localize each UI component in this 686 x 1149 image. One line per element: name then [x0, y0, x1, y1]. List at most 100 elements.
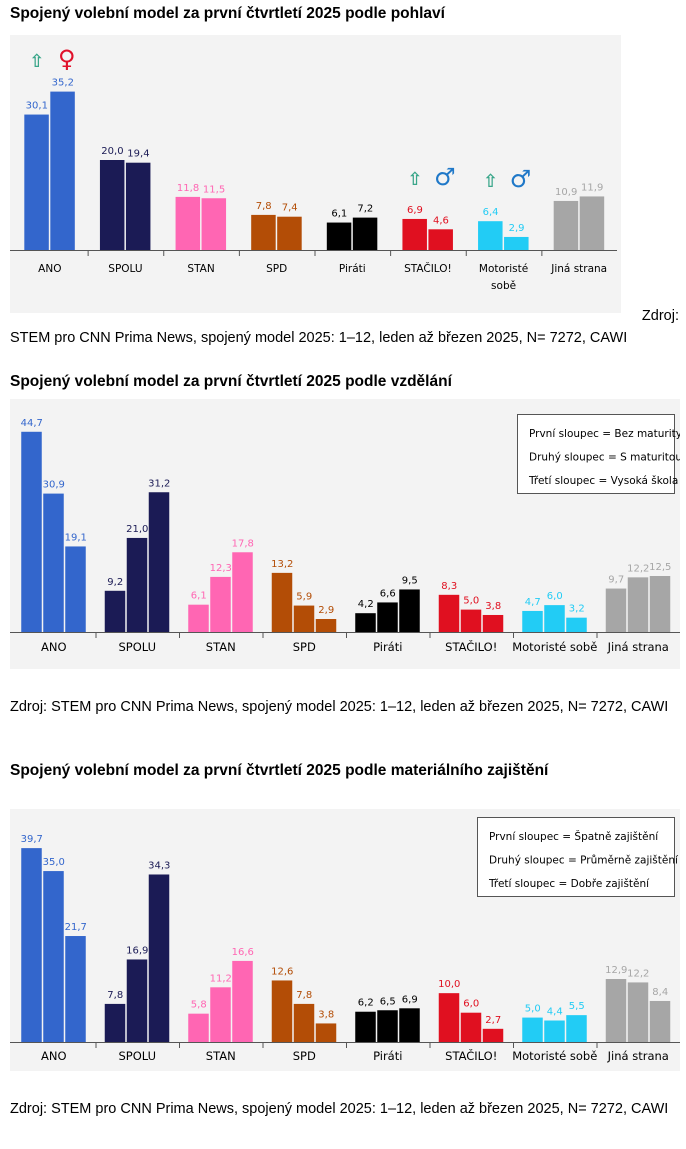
bar-motoriste-sobe-3 — [566, 1015, 587, 1042]
bar-jina-strana-1 — [605, 588, 627, 632]
bar-stacilo-2 — [460, 1012, 482, 1042]
bar-ano-2 — [43, 871, 64, 1042]
bar-stacilo-1 — [438, 594, 460, 632]
chart1-title: Spojený volební model za první čtvrtletí… — [10, 5, 445, 22]
chart2-source: Zdroj: STEM pro CNN Prima News, spojený … — [10, 699, 669, 715]
bar-motoriste-sobe-2 — [544, 1020, 565, 1042]
data-label-stan-2: 11,2 — [210, 973, 232, 984]
bar-stan-1 — [175, 196, 201, 250]
bar-ano-2 — [50, 91, 75, 250]
bar-spolu-3 — [148, 874, 170, 1042]
bar-motoriste-sobe-1 — [478, 221, 503, 250]
data-label-pirati-2: 7,2 — [357, 204, 373, 215]
data-label-motoriste-sobe-2: 2,9 — [509, 223, 525, 234]
data-label-pirati-1: 6,2 — [358, 998, 374, 1009]
bar-pirati-2 — [377, 1010, 398, 1042]
category-label-spolu: SPOLU — [118, 1049, 156, 1063]
data-label-pirati-1: 4,2 — [358, 599, 374, 610]
category-label-ano: ANO — [41, 640, 67, 654]
data-label-jina-strana-3: 8,4 — [652, 987, 668, 998]
up-arrow-icon: ⇧ — [407, 169, 422, 190]
bar-motoriste-sobe-1 — [522, 610, 543, 632]
data-label-spd-1: 13,2 — [271, 559, 293, 570]
legend-box — [477, 817, 675, 897]
data-label-stacilo-1: 8,3 — [441, 581, 457, 592]
data-label-ano-3: 19,1 — [65, 532, 87, 543]
category-label-motoriste-sobe: sobě — [491, 280, 516, 292]
bar-pirati-1 — [355, 1011, 376, 1042]
data-label-ano-1: 30,1 — [26, 101, 48, 112]
chart2-svg: 44,7 30,9 19,1 ANO 9,2 21,0 31,2 SPOLU 6,1 12,3 17… — [10, 414, 680, 654]
data-label-stan-2: 12,3 — [210, 563, 232, 574]
category-label-pirati: Piráti — [373, 640, 402, 654]
category-label-ano: ANO — [38, 263, 61, 275]
legend-item-2: Druhý sloupec = S maturitou — [529, 452, 680, 464]
category-label-spolu: SPOLU — [108, 263, 142, 275]
category-label-stan: STAN — [187, 263, 214, 275]
data-label-motoriste-sobe-2: 4,4 — [547, 1007, 563, 1018]
bar-jina-strana-2 — [627, 577, 649, 632]
data-label-motoriste-sobe-1: 4,7 — [525, 597, 541, 608]
data-label-stacilo-1: 10,0 — [438, 979, 460, 990]
bar-pirati-2 — [352, 217, 378, 250]
bar-spd-1 — [271, 572, 293, 632]
chart1-source-prefix: Zdroj: — [641, 308, 679, 324]
chart1-source: STEM pro CNN Prima News, spojený model 2… — [10, 330, 628, 346]
category-label-spd: SPD — [266, 263, 287, 275]
data-label-spd-3: 2,9 — [318, 605, 334, 616]
bar-motoriste-sobe-2 — [544, 605, 565, 632]
data-label-stan-1: 5,8 — [191, 1000, 207, 1011]
data-label-jina-strana-2: 12,2 — [627, 563, 649, 574]
category-label-stan: STAN — [206, 640, 236, 654]
bar-stan-3 — [232, 552, 253, 632]
bar-spd-2 — [293, 605, 315, 632]
male-icon: ♂ — [434, 163, 456, 191]
bar-jina-strana-2 — [579, 196, 605, 250]
data-label-stan-3: 16,6 — [232, 947, 254, 958]
bar-spd-1 — [271, 980, 293, 1042]
bar-ano-3 — [65, 936, 86, 1042]
data-label-spd-3: 3,8 — [318, 1009, 334, 1020]
bar-spd-1 — [251, 214, 276, 250]
data-label-stan-1: 6,1 — [191, 591, 207, 602]
data-label-pirati-2: 6,5 — [380, 996, 396, 1007]
legend-item-3: Třetí sloupec = Vysoká škola — [528, 475, 678, 487]
data-label-motoriste-sobe-3: 3,2 — [569, 604, 585, 615]
data-label-ano-2: 35,0 — [43, 857, 65, 868]
category-label-spolu: SPOLU — [118, 640, 156, 654]
bar-jina-strana-1 — [605, 979, 627, 1042]
category-label-pirati: Piráti — [339, 263, 366, 275]
category-label-stacilo: STAČILO! — [445, 1048, 497, 1063]
category-label-ano: ANO — [41, 1049, 67, 1063]
bar-spd-2 — [293, 1003, 315, 1042]
category-label-jina-strana: Jiná strana — [607, 1049, 669, 1063]
female-icon: ♀ — [58, 45, 76, 73]
data-label-motoriste-sobe-1: 5,0 — [525, 1004, 541, 1015]
data-label-spolu-1: 9,2 — [107, 577, 123, 588]
data-label-jina-strana-2: 11,9 — [581, 182, 603, 193]
data-label-stan-2: 11,5 — [203, 184, 225, 195]
bar-stacilo-1 — [438, 993, 460, 1042]
data-label-pirati-3: 6,9 — [402, 994, 418, 1005]
category-label-stan: STAN — [206, 1049, 236, 1063]
category-label-stacilo: STAČILO! — [445, 639, 497, 654]
legend-item-2: Druhý sloupec = Průměrně zajištění — [489, 855, 679, 867]
data-label-spolu-3: 31,2 — [148, 478, 170, 489]
bar-spolu-1 — [104, 590, 126, 632]
data-label-ano-1: 44,7 — [21, 418, 43, 429]
data-label-motoriste-sobe-2: 6,0 — [547, 591, 563, 602]
up-arrow-icon: ⇧ — [483, 171, 498, 192]
data-label-stacilo-2: 4,6 — [433, 215, 449, 226]
bar-stan-1 — [188, 604, 209, 632]
data-label-pirati-3: 9,5 — [402, 575, 418, 586]
data-label-ano-3: 21,7 — [65, 922, 87, 933]
data-label-jina-strana-1: 10,9 — [555, 187, 577, 198]
data-label-spd-1: 7,8 — [256, 201, 272, 212]
chart2-title: Spojený volební model za první čtvrtletí… — [10, 373, 452, 390]
data-label-stacilo-2: 5,0 — [463, 596, 479, 607]
data-label-jina-strana-1: 12,9 — [605, 965, 627, 976]
data-label-ano-2: 35,2 — [52, 78, 74, 89]
bar-stacilo-3 — [482, 614, 504, 632]
category-label-jina-strana: Jiná strana — [550, 263, 607, 275]
category-label-motoriste-sobe: Motoristé — [479, 263, 528, 275]
